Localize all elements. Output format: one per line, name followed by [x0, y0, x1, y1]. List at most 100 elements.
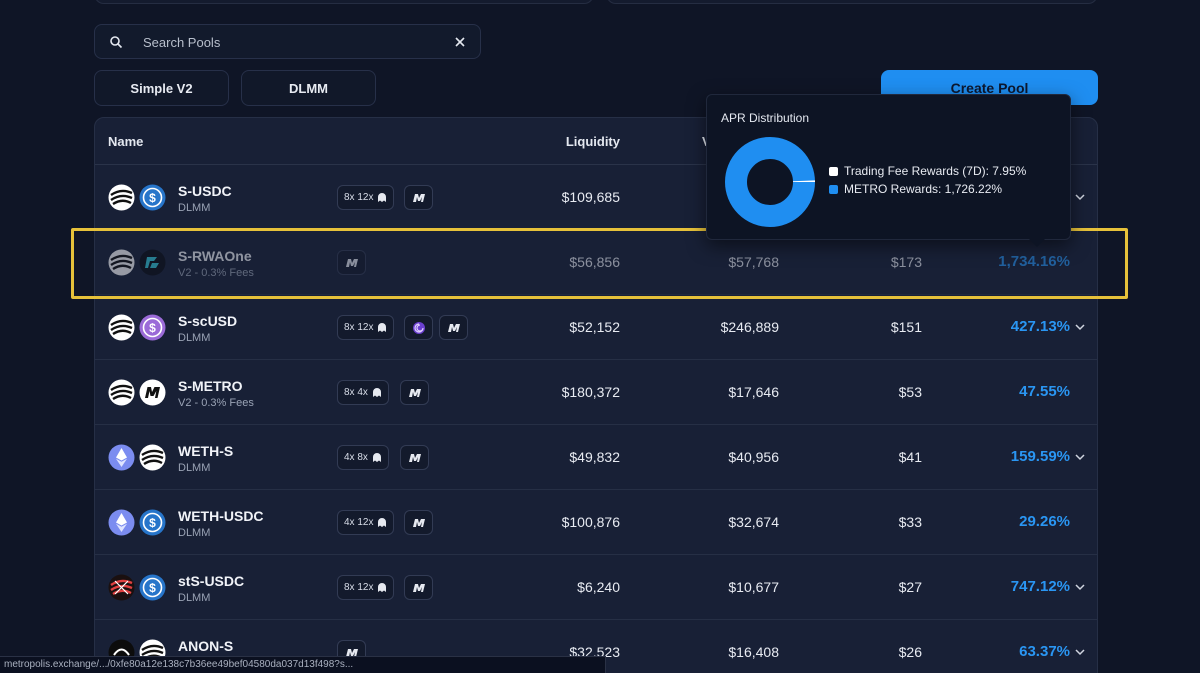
metro-badge: [337, 250, 366, 275]
metro-badge-icon: [412, 584, 425, 592]
metro-badge-icon: [345, 649, 358, 657]
sonic-token-icon: [139, 444, 166, 471]
boost-badge: 4x 8x: [337, 445, 389, 470]
volume-value: $16,408: [728, 644, 779, 660]
apr-value[interactable]: 427.13%: [1010, 318, 1070, 335]
table-row[interactable]: WETH-S DLMM 4x 8x $49,832 $40,956 $41 15…: [95, 425, 1097, 490]
boost-text: 8x 12x: [344, 322, 374, 333]
metro-badge-icon: [412, 194, 425, 202]
apr-value[interactable]: 159.59%: [1010, 448, 1070, 465]
volume-value: $40,956: [728, 449, 779, 465]
metro-badge: [400, 445, 429, 470]
ghost-icon: [372, 453, 381, 462]
liquidity-value: $49,832: [569, 449, 620, 465]
fees-value: $53: [898, 384, 922, 400]
header-name[interactable]: Name: [108, 134, 144, 149]
pool-type: V2 - 0.3% Fees: [178, 267, 254, 279]
metro-badge-icon: [345, 259, 358, 267]
browser-status-url: metropolis.exchange/.../0xfe80a12e138c7b…: [0, 656, 606, 673]
pool-type: DLMM: [178, 592, 211, 604]
svg-text:$: $: [149, 321, 156, 335]
search-input[interactable]: [143, 33, 433, 51]
pool-type: V2 - 0.3% Fees: [178, 397, 254, 409]
legend-metro-rewards: METRO Rewards: 1,726.22%: [829, 182, 1002, 196]
metro-badge-icon: [408, 454, 421, 462]
boost-badge: 8x 12x: [337, 575, 395, 600]
table-header: Name Liquidity V: [95, 118, 1097, 165]
pool-name: stS-USDC: [178, 573, 245, 589]
top-card-left: [94, 0, 594, 4]
table-row[interactable]: S-RWAOne V2 - 0.3% Fees $56,856 $57,768 …: [95, 230, 1097, 295]
apr-value[interactable]: 747.12%: [1010, 578, 1070, 595]
header-liquidity[interactable]: Liquidity: [565, 134, 620, 149]
clear-icon[interactable]: [453, 35, 467, 49]
svg-text:$: $: [149, 191, 156, 205]
legend-label: Trading Fee Rewards (7D): 7.95%: [844, 164, 1027, 178]
fees-value: $151: [890, 319, 922, 335]
chevron-down-icon[interactable]: [1075, 583, 1085, 591]
boost-badge: 8x 12x: [337, 185, 395, 210]
pool-name: ANON-S: [178, 638, 234, 654]
apr-value[interactable]: 29.26%: [1019, 513, 1070, 530]
top-card-right: [606, 0, 1098, 4]
fees-value: $173: [890, 254, 922, 270]
pool-type: DLMM: [178, 462, 211, 474]
metro-badge: [404, 575, 433, 600]
filter-dlmm-button[interactable]: DLMM: [241, 70, 376, 106]
pool-type: DLMM: [178, 332, 211, 344]
legend-label: METRO Rewards: 1,726.22%: [844, 182, 1003, 196]
filter-simple-v2-button[interactable]: Simple V2: [94, 70, 229, 106]
sonic-token-icon: [108, 249, 135, 276]
spiral-icon: [412, 321, 425, 334]
tooltip-title: APR Distribution: [721, 111, 810, 125]
ghost-icon: [378, 193, 387, 202]
liquidity-value: $109,685: [561, 189, 620, 205]
metro-badge-icon: [412, 519, 425, 527]
ghost-icon: [378, 583, 387, 592]
volume-value: $246,889: [720, 319, 779, 335]
chevron-down-icon[interactable]: [1075, 323, 1085, 331]
search-box: [94, 24, 481, 59]
metro-badge-icon: [408, 389, 421, 397]
table-row[interactable]: $ WETH-USDC DLMM 4x 12x $100,876 $32,674…: [95, 490, 1097, 555]
usdc-token-icon: $: [139, 574, 166, 601]
volume-value: $17,646: [728, 384, 779, 400]
ghost-icon: [378, 323, 387, 332]
weth-token-icon: [108, 509, 135, 536]
table-row[interactable]: S-METRO V2 - 0.3% Fees 8x 4x $180,372 $1…: [95, 360, 1097, 425]
chevron-down-icon[interactable]: [1075, 453, 1085, 461]
fees-value: $33: [898, 514, 922, 530]
metro-badge: [404, 185, 433, 210]
pool-name: S-USDC: [178, 183, 232, 199]
fees-value: $27: [898, 579, 922, 595]
apr-value[interactable]: 47.55%: [1019, 383, 1070, 400]
metro-badge-icon: [447, 324, 460, 332]
pool-name: WETH-S: [178, 443, 234, 459]
chevron-down-icon[interactable]: [1075, 193, 1085, 201]
table-row[interactable]: $ S-scUSD DLMM 8x 12x $52,152 $246,889 $…: [95, 295, 1097, 360]
apr-value[interactable]: 1,734.16%: [998, 253, 1070, 270]
boost-text: 8x 4x: [344, 387, 368, 398]
pool-type: DLMM: [178, 202, 211, 214]
spiral-badge: [404, 315, 433, 340]
fees-value: $41: [898, 449, 922, 465]
pool-type: DLMM: [178, 527, 211, 539]
pool-name: S-scUSD: [178, 313, 238, 329]
liquidity-value: $52,152: [569, 319, 620, 335]
table-row[interactable]: $ stS-USDC DLMM 8x 12x $6,240 $10,677 $2…: [95, 555, 1097, 620]
boost-badge: 8x 4x: [337, 380, 389, 405]
pool-name: WETH-USDC: [178, 508, 264, 524]
liquidity-value: $180,372: [561, 384, 620, 400]
donut-segment-fee: [725, 137, 815, 227]
scusd-token-icon: $: [139, 314, 166, 341]
sonic-token-icon: [108, 314, 135, 341]
boost-badge: 8x 12x: [337, 315, 395, 340]
metro-badge: [400, 380, 429, 405]
apr-value[interactable]: 63.37%: [1019, 643, 1070, 660]
svg-text:$: $: [149, 516, 156, 530]
boost-text: 8x 12x: [344, 582, 374, 593]
chevron-down-icon[interactable]: [1075, 648, 1085, 656]
sonic-token-icon: [108, 379, 135, 406]
usdc-token-icon: $: [139, 509, 166, 536]
rwaone-token-icon: [139, 249, 166, 276]
